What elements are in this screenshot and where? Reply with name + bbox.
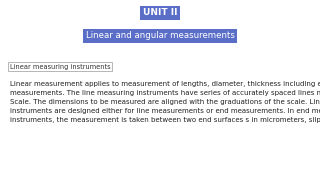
Text: Linear measuring instruments: Linear measuring instruments <box>10 64 110 70</box>
Text: Linear measurement applies to measurement of lengths, diameter, thickness includ: Linear measurement applies to measuremen… <box>10 81 320 123</box>
Text: UNIT II: UNIT II <box>143 8 177 17</box>
Text: Linear and angular measurements: Linear and angular measurements <box>85 31 235 40</box>
